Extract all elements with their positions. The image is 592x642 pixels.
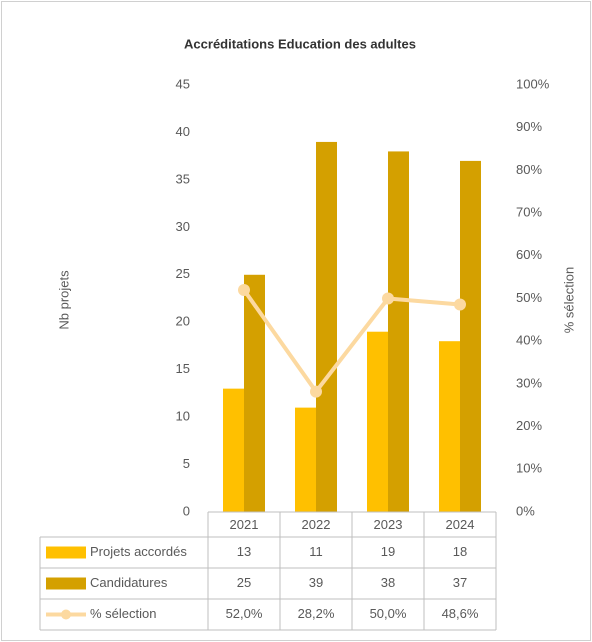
table-value: 25 xyxy=(237,575,251,590)
table-value: 38 xyxy=(381,575,395,590)
x-tick-label: 2024 xyxy=(446,517,475,532)
legend-label: % sélection xyxy=(90,606,156,621)
bar xyxy=(439,341,460,512)
y-tick-label: 10 xyxy=(176,409,190,424)
y2-tick-label: 50% xyxy=(516,290,542,305)
y2-tick-label: 30% xyxy=(516,375,542,390)
bar xyxy=(367,331,388,512)
y2-tick-label: 60% xyxy=(516,247,542,262)
bar xyxy=(295,407,316,512)
table-value: 19 xyxy=(381,544,395,559)
y2-tick-label: 40% xyxy=(516,333,542,348)
y-tick-label: 25 xyxy=(176,266,190,281)
table-value: 37 xyxy=(453,575,467,590)
table-value: 13 xyxy=(237,544,251,559)
legend-label: Candidatures xyxy=(90,575,168,590)
y-tick-label: 20 xyxy=(176,314,190,329)
y2-tick-label: 70% xyxy=(516,205,542,220)
bar xyxy=(460,160,481,512)
table-value: 52,0% xyxy=(226,606,263,621)
bar xyxy=(388,151,409,512)
bar xyxy=(244,274,265,512)
table-value: 11 xyxy=(309,544,323,559)
line-series xyxy=(242,288,461,394)
legend-key xyxy=(46,577,86,590)
y-tick-label: 15 xyxy=(176,361,190,376)
line-marker xyxy=(310,385,322,398)
y2-tick-label: 10% xyxy=(516,461,542,476)
legend-key xyxy=(46,546,86,559)
chart-title: Accréditations Education des adultes xyxy=(184,36,416,51)
y-tick-label: 5 xyxy=(183,456,190,471)
y2-tick-label: 80% xyxy=(516,162,542,177)
y-tick-label: 45 xyxy=(176,76,190,91)
legend-label: Projets accordés xyxy=(90,544,187,559)
table-value: 48,6% xyxy=(442,606,479,621)
table-value: 50,0% xyxy=(370,606,407,621)
legend-key xyxy=(61,609,71,620)
line-marker xyxy=(382,292,394,305)
table-value: 39 xyxy=(309,575,323,590)
y-tick-label: 30 xyxy=(176,219,190,234)
y2-axis-label: % sélection xyxy=(561,267,576,333)
y-tick-label: 35 xyxy=(176,171,190,186)
y2-tick-label: 0% xyxy=(516,503,535,518)
line-marker xyxy=(454,298,466,311)
y-tick-label: 0 xyxy=(183,503,190,518)
table-value: 18 xyxy=(453,544,467,559)
y2-tick-label: 90% xyxy=(516,119,542,134)
x-tick-label: 2023 xyxy=(374,517,403,532)
y2-tick-label: 20% xyxy=(516,418,542,433)
x-tick-label: 2021 xyxy=(230,517,259,532)
x-tick-label: 2022 xyxy=(302,517,331,532)
bar xyxy=(316,141,337,512)
table-value: 28,2% xyxy=(298,606,335,621)
y-axis-label: Nb projets xyxy=(56,270,71,330)
y-tick-label: 40 xyxy=(176,124,190,139)
line-marker xyxy=(238,283,250,296)
bar xyxy=(223,388,244,512)
y2-tick-label: 100% xyxy=(516,76,550,91)
